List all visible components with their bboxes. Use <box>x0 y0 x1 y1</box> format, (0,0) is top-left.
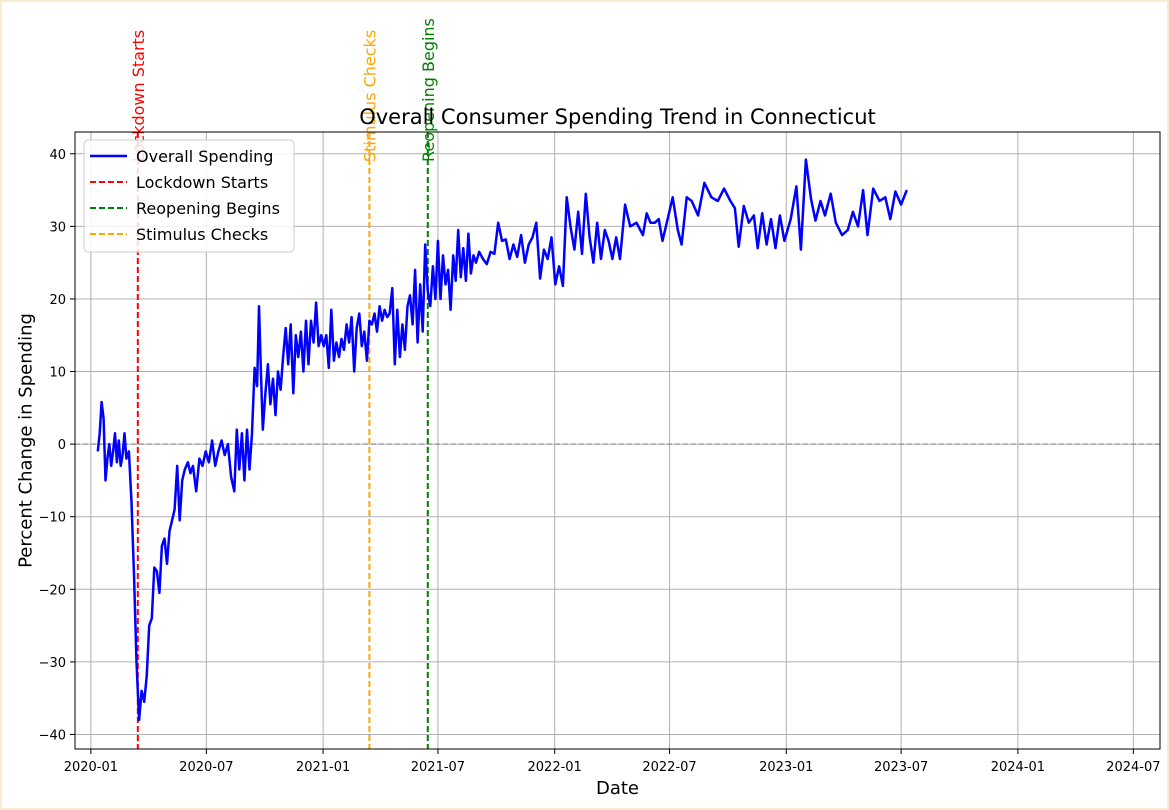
y-tick-label: 10 <box>49 366 66 381</box>
y-tick-label: −10 <box>39 511 66 526</box>
x-tick-label: 2024-07 <box>1106 760 1160 775</box>
x-tick-label: 2020-01 <box>64 760 118 775</box>
y-tick-label: 0 <box>58 438 66 453</box>
plot-area-border <box>74 131 1161 750</box>
legend: Overall Spending Lockdown Starts Reopening… <box>83 139 295 253</box>
chart-title: Overall Consumer Spending Trend in Conne… <box>359 105 876 129</box>
legend-box <box>83 139 295 253</box>
legend-label: Lockdown Starts <box>136 173 268 192</box>
x-tick-label: 2021-07 <box>411 760 465 775</box>
x-tick-label: 2024-01 <box>991 760 1045 775</box>
event-markers: Lockdown Starts Stimulus Checks Reopening … <box>129 18 438 749</box>
x-axis-title: Date <box>596 778 639 799</box>
x-tick-label: 2023-07 <box>874 760 928 775</box>
y-tick-label: 30 <box>49 220 66 235</box>
y-tick-label: −20 <box>39 583 66 598</box>
y-tick-label: −40 <box>39 728 66 743</box>
grid <box>75 132 1160 749</box>
event-label: Reopening Begins <box>419 18 438 162</box>
y-tick-label: −30 <box>39 656 66 671</box>
x-tick-label: 2022-07 <box>642 760 696 775</box>
legend-label: Stimulus Checks <box>136 225 268 244</box>
y-axis-title: Percent Change in Spending <box>16 313 37 568</box>
y-tick-label: 40 <box>49 148 66 163</box>
event-label: Lockdown Starts <box>129 30 148 162</box>
x-tick-label: 2020-07 <box>179 760 233 775</box>
series-layer <box>96 158 908 722</box>
y-tick-label: 20 <box>49 293 66 308</box>
x-tick-label: 2021-01 <box>296 760 350 775</box>
series-line <box>96 158 908 722</box>
event-label: Stimulus Checks <box>360 30 379 162</box>
axes: 2020-01 2020-07 2021-01 2021-07 2022-01 2022-… <box>39 148 1161 775</box>
x-tick-label: 2022-01 <box>528 760 582 775</box>
legend-label: Reopening Begins <box>136 199 280 218</box>
x-tick-label: 2023-01 <box>759 760 813 775</box>
legend-label: Overall Spending <box>136 147 273 166</box>
